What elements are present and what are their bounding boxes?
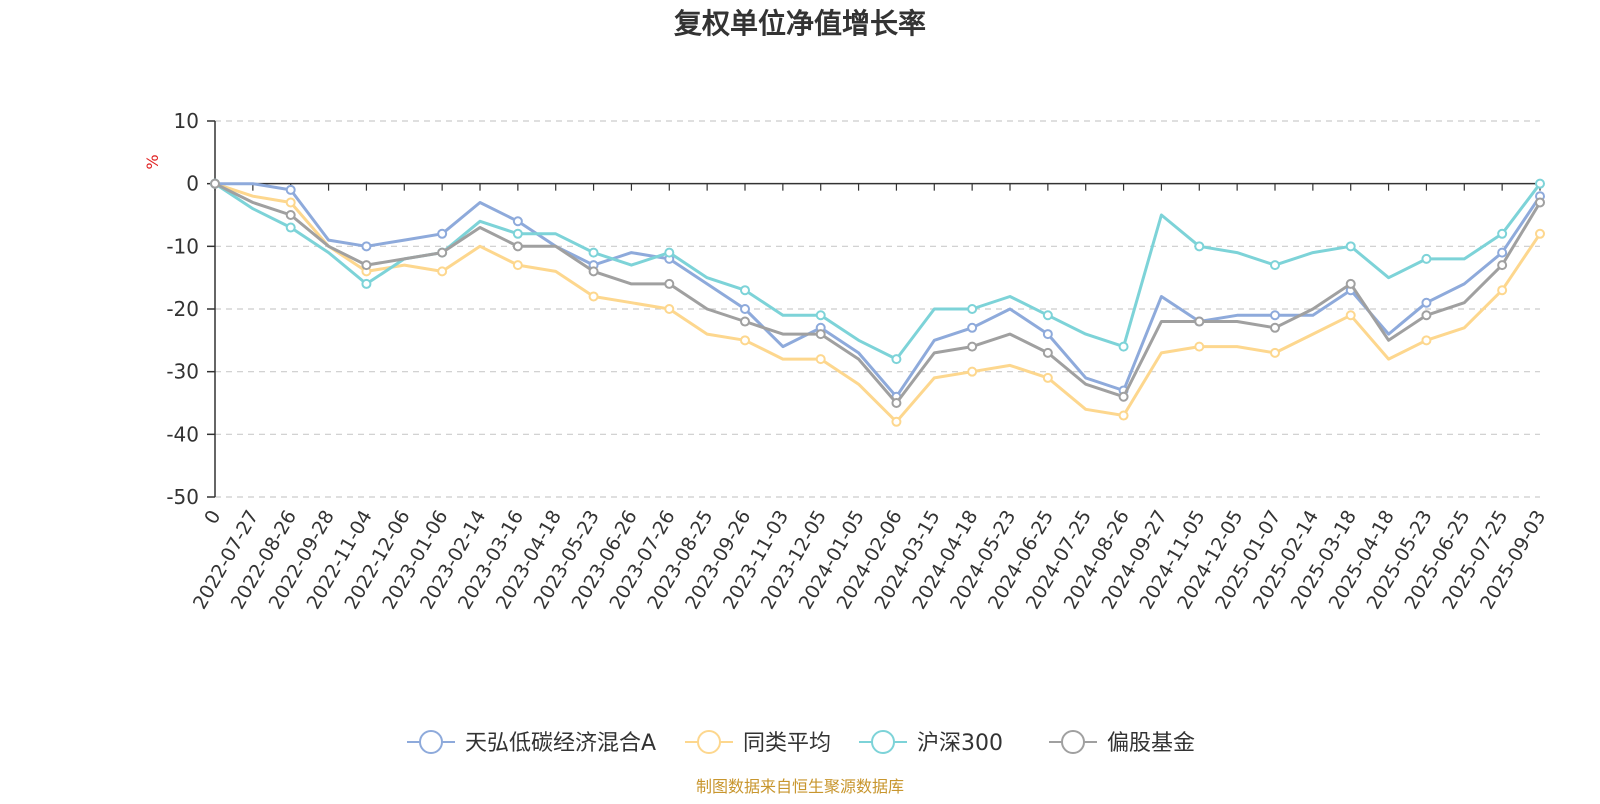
series-point [967,322,978,333]
y-tick-label: 0 [186,172,199,196]
series-point [1535,228,1545,239]
series-point [361,278,372,289]
legend-label: 天弘低碳经济混合A [465,731,656,756]
series-point [1497,228,1508,239]
series-point [815,329,826,340]
series-point [1270,347,1280,358]
series-point [210,178,220,189]
series-point [1270,322,1280,333]
y-tick-label: -30 [166,360,199,384]
series-point [1421,253,1432,264]
series-point [512,216,523,227]
series-line [213,182,1542,361]
series-point [512,260,523,271]
series-point [891,398,902,408]
legend-label: 偏股基金 [1107,731,1195,756]
series-point [967,341,978,352]
series-point [437,266,448,277]
series-point [1497,285,1508,296]
legend-item[interactable]: 沪深300 [859,730,1003,756]
series-point [815,310,826,321]
series-point [1042,347,1053,358]
y-tick-label: -40 [166,422,199,446]
series-point [1270,260,1280,271]
series-point [285,184,296,195]
series-line [213,182,1542,424]
chart-title: 复权单位净值增长率 [674,7,926,40]
series-point [1118,391,1129,402]
legend-label: 沪深300 [917,731,1003,756]
series-point [664,278,675,289]
series-point [1042,372,1053,383]
series-point [437,247,448,258]
series-point [1345,310,1356,321]
series-point [815,354,826,365]
legend-label: 同类平均 [743,731,831,756]
series-point [1194,316,1205,327]
series-point [664,304,675,314]
series-point [1535,178,1545,189]
series-point [891,354,902,365]
series-point [1118,410,1129,421]
series-point [740,316,750,327]
series-point [740,304,750,314]
series-point [1421,297,1432,308]
y-tick-label: -50 [166,485,199,509]
series-point [361,241,372,252]
legend-item[interactable]: 天弘低碳经济混合A [407,730,656,756]
series-point [588,291,599,302]
legend-item[interactable]: 同类平均 [685,730,831,756]
series-point [1194,241,1205,252]
series-point [1345,241,1356,252]
series-point [361,260,372,271]
series-point [740,335,750,346]
y-tick-label: 10 [174,109,199,133]
series-point [664,247,675,258]
series-point [437,228,448,239]
legend-item[interactable]: 偏股基金 [1049,730,1195,756]
series-point [285,222,296,233]
series-point [1497,260,1508,271]
legend-marker [419,730,443,754]
series-point [891,416,902,427]
series-point [1118,341,1129,352]
series-lines [210,178,1545,427]
legend-marker [871,730,895,754]
series-line [213,182,1542,405]
series-point [967,366,978,377]
y-tick-label: -20 [166,297,199,321]
series-point [588,247,599,258]
series-point [1042,329,1053,340]
series-line [213,182,1542,399]
series-point [512,241,523,252]
grid [215,120,1540,498]
x-tick-label: 0 [200,507,225,528]
series-point [1042,310,1053,321]
legend[interactable]: 天弘低碳经济混合A 同类平均 沪深300 偏股基金 [407,730,1195,756]
series-point [1270,310,1280,321]
series-point [740,285,750,296]
series-point [967,304,978,314]
y-axis-unit: % [143,154,162,169]
y-tick-label: -10 [166,234,199,258]
series-point [588,266,599,277]
legend-marker [1061,730,1085,754]
series-point [512,228,523,239]
series-point [1194,341,1205,352]
legend-marker [697,730,721,754]
series-point [1497,247,1508,258]
series-point [1345,278,1356,289]
series-point [285,197,296,208]
series-point [285,210,296,220]
source-note: 制图数据来自恒生聚源数据库 [696,777,904,796]
series-point [1421,310,1432,321]
series-point [1535,197,1545,208]
series-point [1421,335,1432,346]
